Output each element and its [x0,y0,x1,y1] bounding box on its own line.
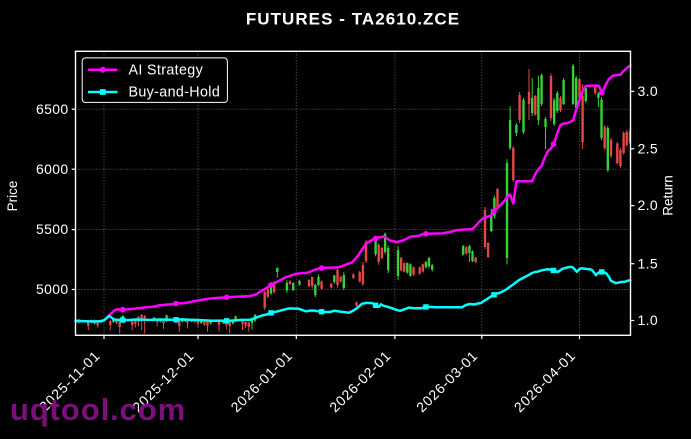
svg-text:uqtool.com: uqtool.com [10,392,186,427]
svg-text:Price: Price [5,181,20,212]
svg-text:Buy-and-Hold: Buy-and-Hold [129,85,221,101]
svg-text:6000: 6000 [36,161,69,177]
svg-text:2.0: 2.0 [638,197,659,213]
svg-text:5500: 5500 [36,221,69,237]
svg-text:Return: Return [661,175,676,216]
svg-text:5000: 5000 [36,281,69,297]
svg-text:3.0: 3.0 [638,83,659,99]
svg-text:6500: 6500 [36,101,69,117]
svg-text:FUTURES - TA2610.ZCE: FUTURES - TA2610.ZCE [246,10,460,29]
svg-text:AI Strategy: AI Strategy [129,62,204,78]
svg-text:1.0: 1.0 [638,312,659,328]
svg-text:1.5: 1.5 [638,255,659,271]
svg-text:2.5: 2.5 [638,140,659,156]
